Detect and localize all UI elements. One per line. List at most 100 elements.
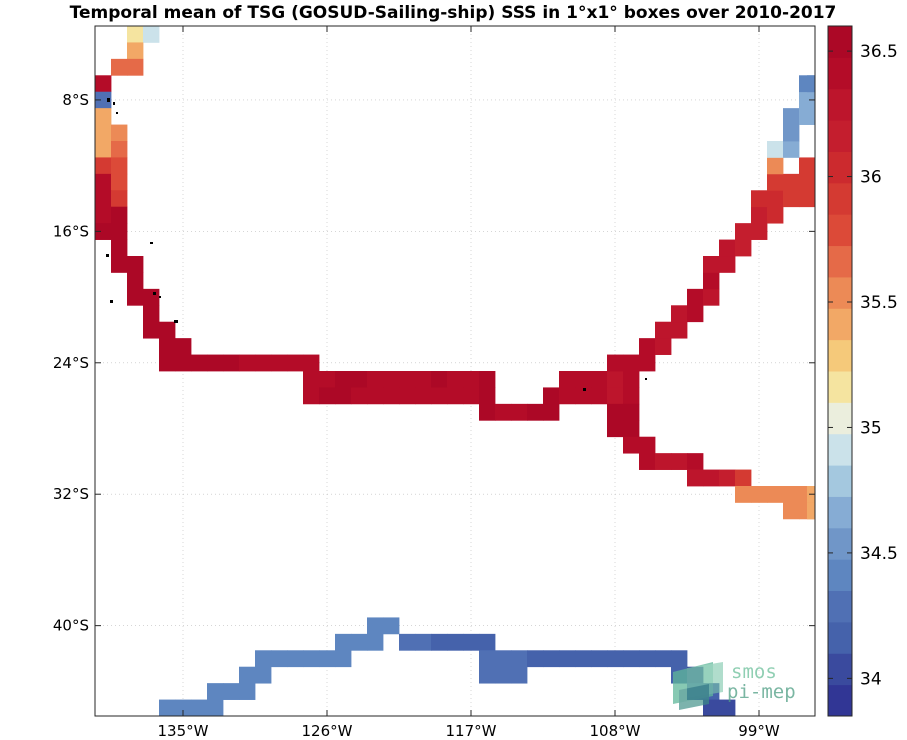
sss-cell	[719, 469, 736, 487]
colorbar-segment	[828, 88, 852, 121]
sss-cell	[687, 305, 704, 323]
sss-cell	[783, 108, 800, 125]
sss-cell	[719, 256, 736, 273]
sss-cell	[735, 469, 752, 487]
sss-cell	[335, 650, 352, 668]
sss-cell	[95, 141, 112, 158]
sss-cell	[703, 469, 720, 487]
sss-cell	[111, 124, 128, 142]
sss-cell	[607, 420, 624, 438]
sss-cell	[751, 486, 768, 503]
sss-cell	[95, 157, 112, 175]
sss-cell	[95, 173, 112, 191]
colorbar-segment	[828, 590, 852, 623]
sss-cell	[623, 354, 640, 372]
sss-cell	[431, 633, 448, 651]
sss-cell	[175, 338, 192, 355]
sss-cell	[511, 403, 528, 421]
sss-cell	[671, 650, 688, 668]
colorbar-segment	[828, 214, 852, 247]
sss-cell	[111, 157, 128, 175]
sss-cell	[335, 387, 352, 405]
sss-cell	[559, 387, 576, 405]
sss-cell	[367, 617, 384, 635]
sss-cell	[383, 371, 400, 388]
island-marker	[153, 292, 156, 295]
sss-cell	[807, 502, 815, 520]
island-marker	[645, 378, 647, 380]
sss-cell	[559, 650, 576, 668]
island-marker	[583, 388, 586, 391]
sss-cell	[639, 338, 656, 355]
sss-cell	[655, 650, 672, 668]
x-tick-label: 135°W	[158, 722, 209, 740]
sss-cell	[271, 354, 288, 372]
sss-cell	[463, 371, 480, 388]
sss-cell	[223, 683, 240, 700]
sss-cell	[703, 272, 720, 290]
sss-cell	[767, 206, 784, 224]
colorbar-segment	[828, 339, 852, 372]
sss-cell	[575, 371, 592, 388]
sss-cell	[287, 354, 304, 372]
sss-cell	[191, 354, 208, 372]
sss-cell	[111, 141, 128, 158]
sss-cell	[751, 223, 768, 240]
sss-cell	[543, 650, 560, 668]
sss-cell	[735, 239, 752, 257]
sss-cell	[255, 666, 272, 684]
sss-cell	[719, 699, 736, 716]
sss-cell	[767, 173, 784, 191]
colorbar-tick-label: 36	[860, 168, 882, 188]
sss-cell	[399, 371, 416, 388]
sss-cell	[383, 387, 400, 405]
sss-cell	[95, 223, 112, 240]
sss-cell	[655, 338, 672, 355]
sss-cell	[159, 321, 176, 339]
sss-cell	[431, 371, 448, 388]
sss-cell	[735, 486, 752, 503]
x-tick-label: 99°W	[738, 722, 780, 740]
sss-cell	[95, 206, 112, 224]
sss-cell	[127, 256, 144, 273]
island-marker	[106, 254, 109, 257]
sss-cell	[319, 371, 336, 388]
sss-cell	[687, 469, 704, 487]
sss-cell	[447, 387, 464, 405]
sss-cell	[687, 453, 704, 470]
sss-cell	[767, 141, 784, 158]
sss-cell	[175, 699, 192, 716]
colorbar-tick-label: 34.5	[860, 544, 898, 564]
sss-cell	[95, 91, 112, 109]
sss-cell	[95, 190, 112, 208]
sss-cell	[207, 354, 224, 372]
colorbar-tick-label: 36.5	[860, 42, 898, 62]
y-tick-label: 24°S	[53, 354, 89, 372]
island-marker	[150, 242, 153, 244]
colorbar: 34 34.5 35 35.5 36 36.5	[827, 25, 898, 717]
sss-cell	[623, 387, 640, 405]
sss-cell	[479, 633, 496, 651]
sss-cell	[95, 75, 112, 93]
sss-cell	[623, 403, 640, 421]
sss-cell	[623, 420, 640, 438]
sss-cell	[607, 371, 624, 388]
sss-cell	[479, 403, 496, 421]
sss-cell	[783, 502, 800, 520]
island-markers	[106, 98, 647, 391]
sss-cell	[623, 371, 640, 388]
sss-cell	[95, 124, 112, 142]
colorbar-segment	[828, 371, 852, 403]
colorbar-segment	[828, 182, 852, 215]
sss-cell	[367, 633, 384, 651]
sss-cell	[399, 633, 416, 651]
sss-cell	[687, 288, 704, 306]
sss-cell	[479, 387, 496, 405]
sss-cell	[495, 666, 512, 684]
sss-cell	[527, 403, 544, 421]
sss-cell	[447, 371, 464, 388]
sss-cell	[783, 173, 800, 191]
island-marker	[107, 98, 110, 102]
sss-cell	[591, 387, 608, 405]
sss-cell	[431, 387, 448, 405]
